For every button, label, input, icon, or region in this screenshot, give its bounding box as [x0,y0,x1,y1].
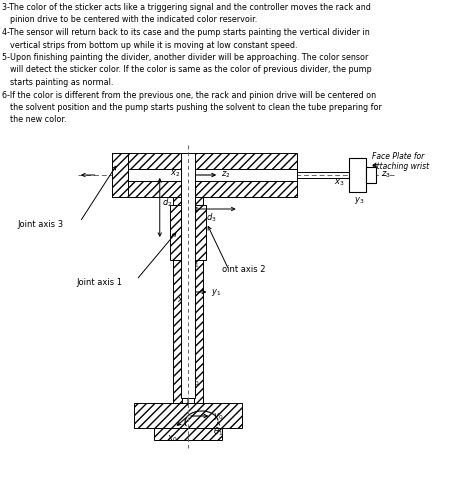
Bar [182,197,194,403]
Text: $y_0$: $y_0$ [213,410,224,422]
Bar [154,428,222,440]
Bar [173,197,182,403]
Bar [194,197,202,403]
Text: $y_3$: $y_3$ [354,195,364,206]
Text: 6-If the color is different from the previous one, the rack and pinion drive wil: 6-If the color is different from the pre… [2,91,376,100]
Text: 4-The sensor will return back to its case and the pump starts painting the verti: 4-The sensor will return back to its cas… [2,28,370,37]
Bar [128,169,297,181]
Text: Joint axis 3: Joint axis 3 [18,220,64,229]
Text: $z_1$: $z_1$ [190,259,200,270]
Text: Face Plate for
attaching wrist: Face Plate for attaching wrist [372,152,429,171]
Text: $x_3$: $x_3$ [334,177,345,187]
Bar [194,205,206,260]
Text: $\theta_1$: $\theta_1$ [213,426,224,439]
Text: the new color.: the new color. [10,116,66,124]
Bar [112,153,128,197]
Text: 5-Upon finishing painting the divider, another divider will be approaching. The : 5-Upon finishing painting the divider, a… [2,53,368,62]
Text: $x_2$: $x_2$ [171,169,181,179]
Text: $y_1$: $y_1$ [211,287,222,298]
Text: the solvent position and the pump starts pushing the solvent to clean the tube p: the solvent position and the pump starts… [10,103,382,112]
Text: starts painting as normal.: starts painting as normal. [10,78,113,87]
Text: pinion drive to be centered with the indicated color reservoir.: pinion drive to be centered with the ind… [10,15,257,25]
Bar [366,167,376,183]
Bar [112,153,297,169]
Text: $z_3$: $z_3$ [381,170,391,180]
Bar [181,153,195,398]
Text: $z_0$: $z_0$ [190,378,200,388]
Text: vertical strips from bottom up while it is moving at low constant speed.: vertical strips from bottom up while it … [10,41,297,49]
Bar [349,158,366,192]
Text: $y_2$: $y_2$ [189,182,199,193]
Bar [135,403,242,428]
Text: Joint axis 1: Joint axis 1 [76,278,122,287]
Bar [171,205,182,260]
Text: $z_2$: $z_2$ [221,170,231,180]
Text: $x_0$: $x_0$ [166,434,177,444]
Text: 3-The color of the sticker acts like a triggering signal and the controller move: 3-The color of the sticker acts like a t… [2,3,371,12]
Text: $d_2$: $d_2$ [162,197,172,209]
Text: $d_3$: $d_3$ [206,211,216,224]
Text: $x_1$: $x_1$ [177,295,188,305]
Text: oint axis 2: oint axis 2 [222,265,265,274]
Bar [112,181,297,197]
Text: will detect the sticker color. If the color is same as the color of previous div: will detect the sticker color. If the co… [10,65,372,75]
